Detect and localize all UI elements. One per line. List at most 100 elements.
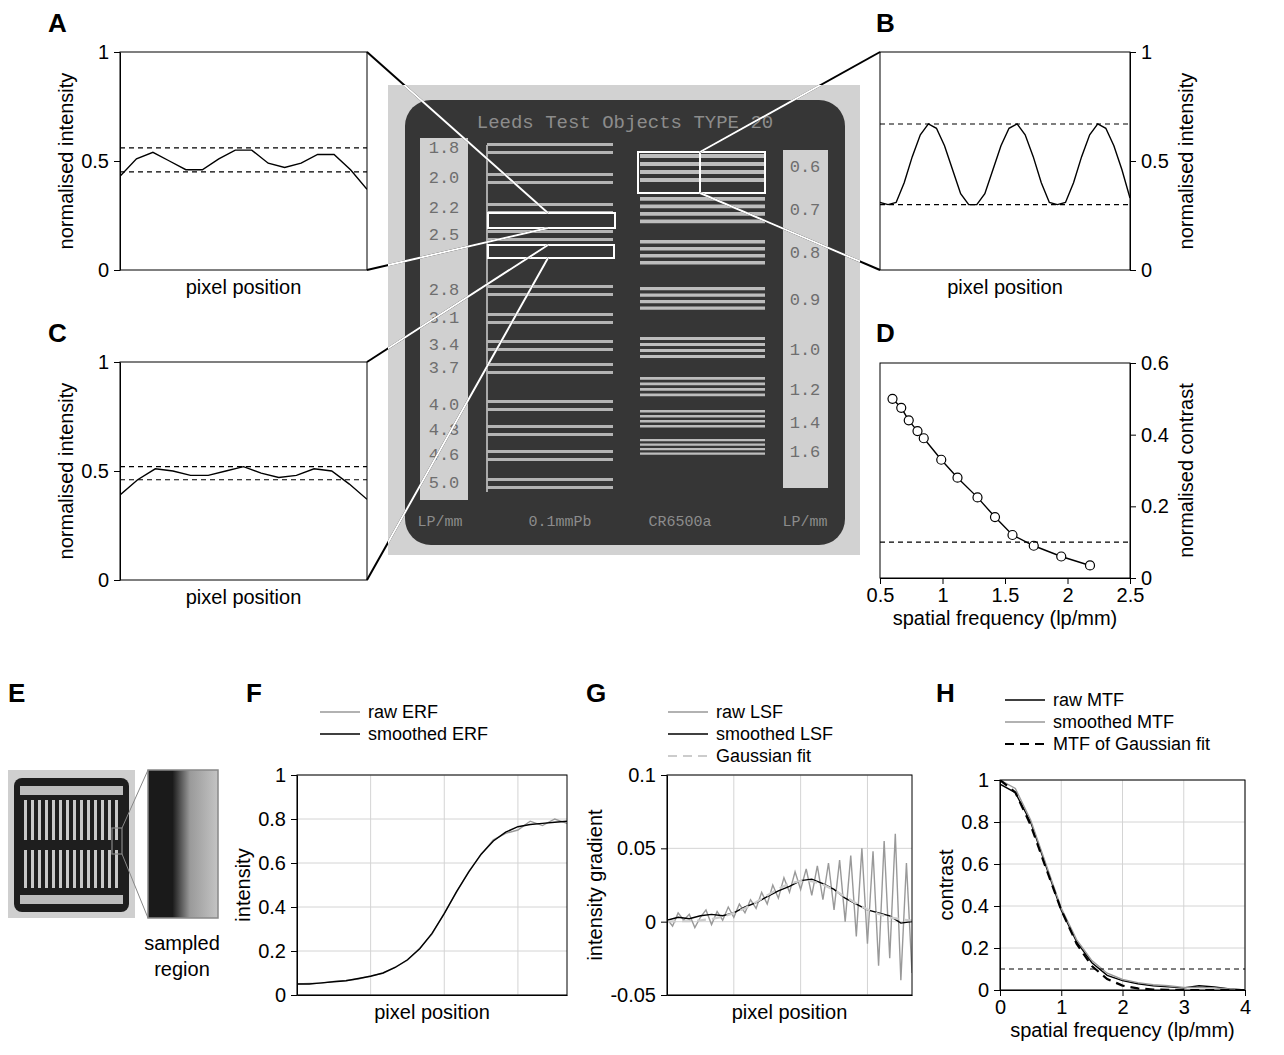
thumb-bar <box>73 850 76 888</box>
panel-letter: F <box>246 678 262 708</box>
tick-mark <box>291 951 297 952</box>
series-line <box>880 123 1130 124</box>
legend-swatch <box>320 711 360 713</box>
test-label: 1.2 <box>790 381 821 400</box>
test-bar <box>640 355 765 358</box>
test-bar <box>640 300 765 303</box>
tick-mark <box>1245 990 1246 996</box>
tick-label: 0.8 <box>961 811 989 833</box>
marker <box>937 455 946 464</box>
test-bar <box>487 478 613 481</box>
panel-letter: C <box>48 318 67 348</box>
thumb-bar <box>31 800 34 840</box>
test-bar <box>640 307 765 310</box>
legend-label: smoothed ERF <box>368 724 488 744</box>
test-bar <box>487 340 613 343</box>
test-label: 2.2 <box>429 199 460 218</box>
tick-mark <box>661 848 667 849</box>
panel-letter: G <box>586 678 606 708</box>
thumb-bar <box>115 800 118 840</box>
image-footer: LP/mm <box>782 514 827 531</box>
tick-label: 0.6 <box>1141 352 1169 374</box>
tick-label: 1 <box>937 584 948 606</box>
tick: 0 <box>645 911 667 933</box>
test-bar <box>640 254 765 258</box>
test-bar <box>487 458 613 461</box>
axis-title: normalised contrast <box>1175 383 1197 558</box>
test-bar <box>640 178 765 182</box>
tick-mark <box>994 906 1000 907</box>
thumb-strip <box>20 786 123 795</box>
test-bar <box>640 294 765 297</box>
thumb-bar <box>45 850 48 888</box>
thumb-bar <box>31 850 34 888</box>
grid-line <box>733 775 734 995</box>
plot-frame <box>880 363 1130 578</box>
series-line <box>120 150 367 189</box>
test-label: 0.7 <box>790 201 821 220</box>
thumb-bar <box>115 850 118 888</box>
panel: 00.51normalised intensitypixel position <box>880 41 1197 298</box>
test-bar <box>487 450 613 453</box>
test-bar <box>640 220 765 224</box>
connector-line <box>367 245 548 362</box>
tick: 3 <box>1179 990 1190 1018</box>
grid-line <box>1061 780 1062 990</box>
axis-title: intensity gradient <box>584 809 606 961</box>
roi-box <box>638 152 765 193</box>
tick-mark <box>1130 52 1136 53</box>
test-bar <box>640 170 765 174</box>
tick-label: 0 <box>995 996 1006 1018</box>
plot-area <box>880 394 1130 570</box>
tick-mark <box>1130 435 1136 436</box>
tick-mark <box>661 922 667 923</box>
panel: 0123400.20.40.60.81contrastspatial frequ… <box>935 690 1251 1041</box>
test-label: 1.8 <box>429 139 460 158</box>
tick-label: 0 <box>1141 259 1152 281</box>
test-bar <box>487 285 613 288</box>
thumb-background <box>8 770 135 918</box>
test-bar <box>640 383 765 386</box>
grid-line <box>1000 822 1245 823</box>
panel: 00.20.40.60.81intensitypixel positionraw… <box>232 702 567 1023</box>
thumb-bar <box>101 850 104 888</box>
tick-mark <box>1184 990 1185 996</box>
axis: 00.20.40.6 <box>1130 352 1169 589</box>
axis: -0.0500.050.1 <box>610 764 667 1006</box>
panel-letter: H <box>936 678 955 708</box>
image-footer: 0.1mmPb <box>528 514 591 531</box>
tick-label: 1 <box>1141 41 1152 63</box>
tick-label: 1.5 <box>992 584 1020 606</box>
test-bar <box>487 348 613 351</box>
test-bar <box>640 377 765 380</box>
tick-mark <box>1005 578 1006 584</box>
marker <box>919 434 928 443</box>
tick: 0.2 <box>258 940 297 962</box>
series-line <box>1000 968 1245 969</box>
tick-label: 0.2 <box>961 937 989 959</box>
series-line <box>120 147 367 148</box>
axis-line <box>667 776 668 996</box>
axis-title: spatial frequency (lp/mm) <box>1010 1019 1235 1041</box>
tick: 0.5 <box>81 150 120 172</box>
tick-label: 0 <box>1141 567 1152 589</box>
tick-label: 4 <box>1240 996 1251 1018</box>
axis: 00.51 <box>1130 41 1169 281</box>
legend: raw ERFsmoothed ERF <box>320 702 488 744</box>
tick-mark <box>994 990 1000 991</box>
legend-swatch <box>320 733 360 735</box>
axis-title: normalised intensity <box>1175 73 1197 250</box>
tick-mark <box>291 819 297 820</box>
image-background <box>388 85 860 555</box>
axis-title: pixel position <box>732 1001 848 1023</box>
test-label: 3.4 <box>429 336 460 355</box>
tick-label: 0.5 <box>81 150 109 172</box>
tick: 1 <box>1056 990 1067 1018</box>
series-line <box>297 821 567 984</box>
tick: 0.1 <box>628 764 667 786</box>
tick: 1 <box>937 578 948 606</box>
thumb-bar <box>52 850 55 888</box>
axis-title: pixel position <box>186 586 302 608</box>
grid-line <box>297 951 567 952</box>
tick-mark <box>1130 270 1136 271</box>
